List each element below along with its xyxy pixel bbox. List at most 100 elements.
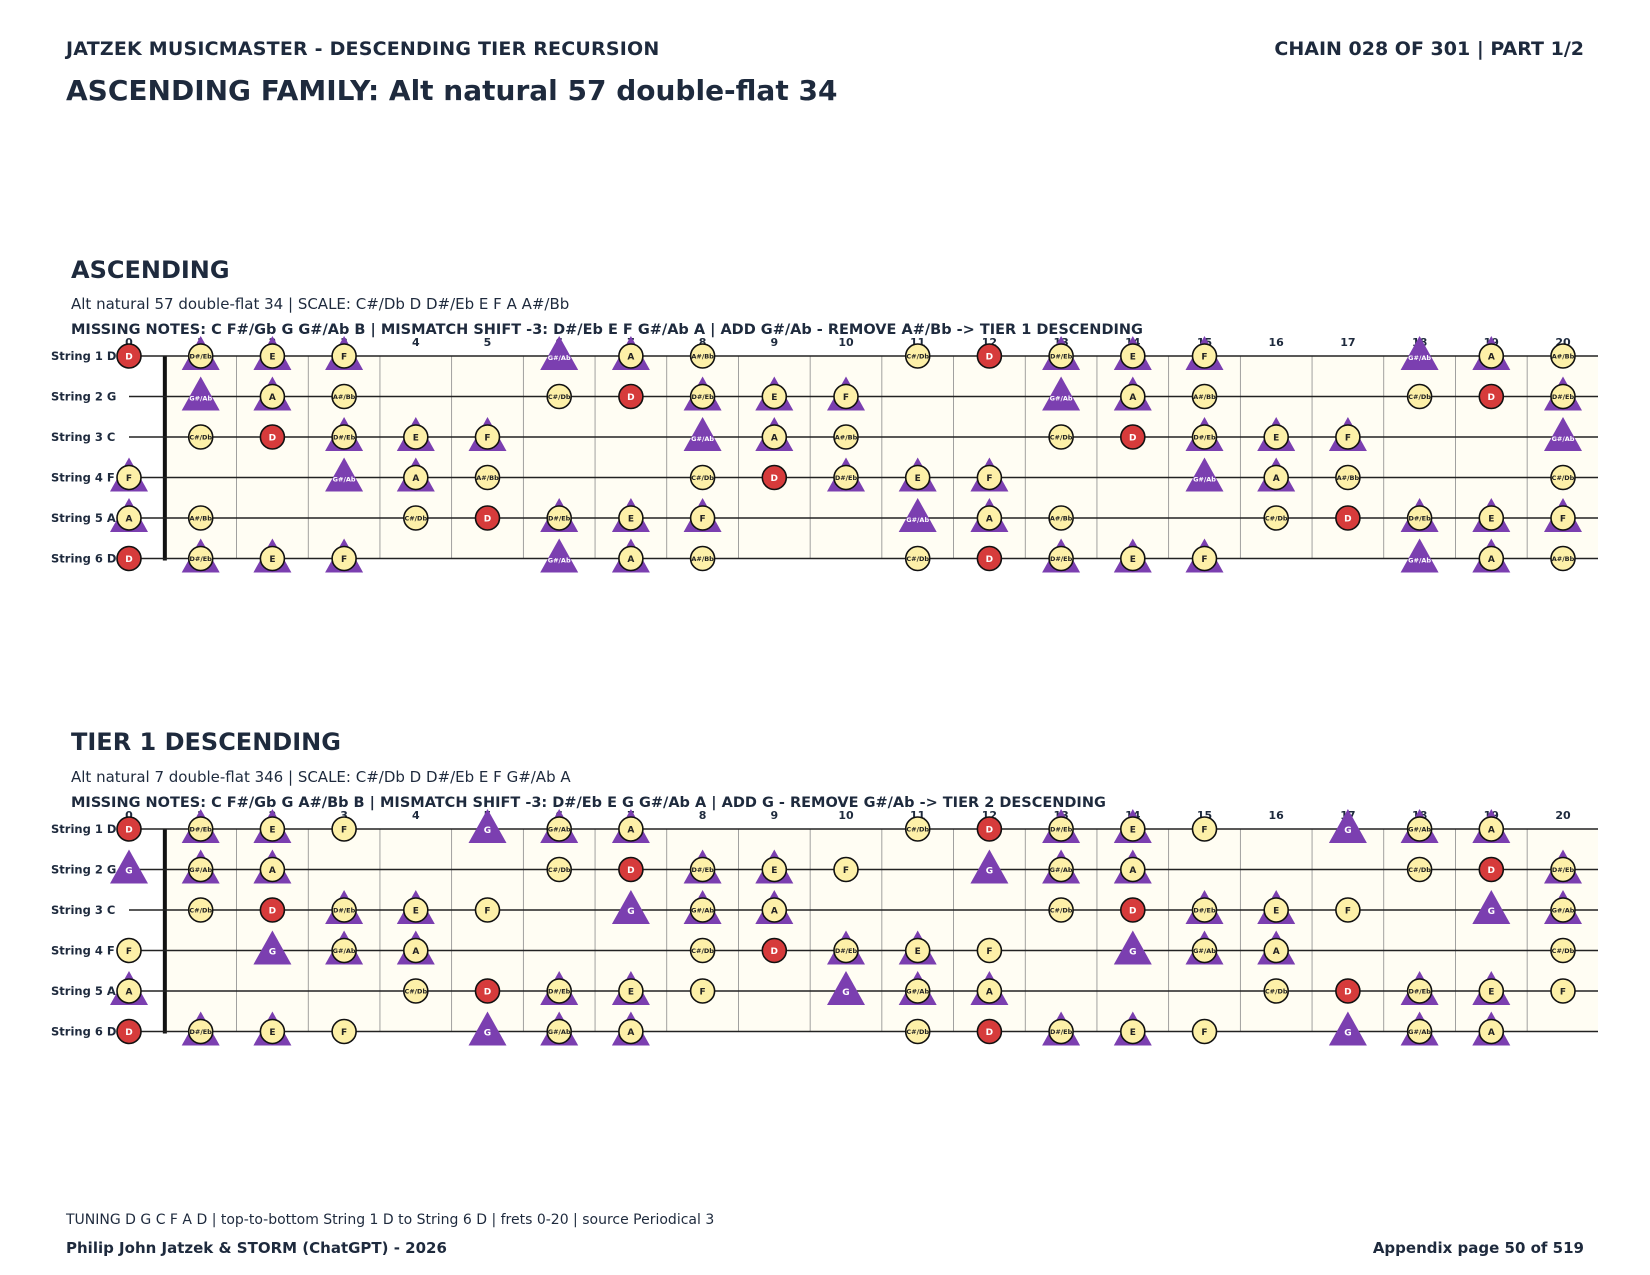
note-label: F — [843, 393, 849, 403]
section-title: ASCENDING — [71, 256, 230, 284]
note-marker: D#/Eb — [181, 538, 220, 573]
note-marker: A — [1257, 930, 1296, 965]
note-marker: F — [1191, 816, 1218, 842]
note-label: F — [341, 1028, 347, 1038]
note-marker: F — [976, 937, 1003, 964]
note-label: E — [771, 393, 777, 403]
note-marker: A — [611, 336, 650, 370]
note-marker: G — [253, 930, 292, 965]
note-dot — [187, 505, 214, 531]
fretboard-background — [162, 356, 1599, 559]
string-label: String 1 D — [51, 822, 116, 836]
note-dot — [546, 856, 573, 883]
note-triangle — [1328, 809, 1367, 843]
note-dot — [1478, 978, 1505, 1004]
note-label: G#/Ab — [548, 354, 571, 362]
note-marker: E — [898, 457, 937, 492]
note-label: E — [1273, 907, 1279, 917]
note-label: A — [126, 515, 133, 525]
note-marker: C#/Db — [1406, 383, 1433, 410]
note-label: A — [627, 555, 634, 565]
note-dot — [904, 545, 931, 572]
note-marker: D#/Eb — [1544, 376, 1582, 411]
note-label: D#/Eb — [1408, 988, 1431, 996]
note-marker: A#/Bb — [689, 343, 716, 369]
note-label: D — [986, 555, 993, 565]
root-note-dot — [976, 1018, 1003, 1045]
note-dot — [402, 897, 429, 923]
string-label: String 2 G — [51, 390, 116, 404]
note-label: C#/Db — [906, 1028, 929, 1036]
note-marker: D — [1120, 424, 1146, 450]
note-label: D#/Eb — [190, 1028, 213, 1036]
note-label: G#/Ab — [1408, 1028, 1431, 1036]
note-dot — [904, 1018, 931, 1045]
footer-note: TUNING D G C F A D | top-to-bottom Strin… — [66, 1212, 715, 1228]
note-dot — [976, 978, 1003, 1004]
note-label: G — [1129, 948, 1136, 958]
note-triangle — [683, 417, 722, 451]
note-label: C#/Db — [906, 826, 929, 834]
fret-number: 0 — [125, 809, 133, 822]
root-note-dot — [1478, 383, 1505, 410]
note-marker: D — [761, 937, 788, 964]
note-dot — [259, 1018, 286, 1045]
note-dot — [976, 464, 1003, 491]
note-marker: E — [396, 890, 435, 924]
note-marker: C#/Db — [904, 545, 931, 572]
note-marker: C#/Db — [546, 856, 573, 883]
note-marker: D#/Eb — [827, 930, 865, 965]
note-dot — [1335, 464, 1361, 491]
note-dot — [904, 816, 931, 842]
note-marker: G — [1113, 930, 1152, 965]
note-dot — [1048, 1018, 1074, 1045]
note-marker: D — [259, 897, 286, 923]
note-label: A — [627, 353, 634, 363]
note-label: A#/Bb — [189, 515, 212, 523]
fret-number: 20 — [1555, 809, 1571, 822]
note-label: F — [1560, 515, 1566, 525]
section-scale-line: Alt natural 7 double-flat 346 | SCALE: C… — [71, 768, 571, 786]
root-note-dot — [1335, 505, 1361, 531]
note-dot — [331, 897, 357, 923]
note-label: D — [986, 1028, 993, 1038]
note-dot — [1048, 424, 1074, 450]
note-label: D#/Eb — [1552, 866, 1575, 874]
note-marker: A — [755, 417, 794, 451]
note-label: G#/Ab — [1552, 435, 1575, 443]
note-marker: E — [253, 336, 292, 370]
note-dot — [1263, 424, 1289, 450]
note-dot — [689, 505, 716, 531]
note-dot — [618, 505, 644, 531]
note-marker: D#/Eb — [1042, 336, 1081, 370]
note-label: A#/Bb — [1552, 353, 1575, 361]
note-marker: F — [1191, 1018, 1218, 1045]
note-marker: A — [611, 538, 650, 573]
note-label: D — [1129, 907, 1136, 917]
fret-number: 17 — [1340, 336, 1355, 349]
string-label: String 5 A — [51, 511, 116, 525]
note-dot — [474, 424, 501, 450]
note-dot — [1263, 897, 1289, 923]
note-marker: G#/Ab — [325, 457, 364, 492]
note-marker: A — [1472, 1011, 1511, 1046]
note-marker: F — [683, 498, 722, 532]
note-triangle — [181, 376, 220, 411]
note-marker: A#/Bb — [1048, 505, 1074, 531]
root-note-dot — [1120, 897, 1146, 923]
note-marker: E — [253, 538, 292, 573]
note-dot — [402, 937, 429, 964]
note-marker: E — [396, 417, 435, 451]
note-label: G#/Ab — [548, 557, 571, 565]
note-dot — [761, 897, 788, 923]
note-label: D — [125, 555, 132, 565]
note-dot — [259, 545, 286, 572]
note-marker: A#/Bb — [187, 505, 214, 531]
note-marker: G#/Ab — [1400, 809, 1439, 843]
note-marker: D — [618, 856, 644, 883]
root-note-dot — [618, 383, 644, 410]
note-dot — [1550, 343, 1576, 369]
note-label: F — [1345, 907, 1351, 917]
note-marker: C#/Db — [187, 897, 214, 923]
note-label: A — [986, 515, 993, 525]
